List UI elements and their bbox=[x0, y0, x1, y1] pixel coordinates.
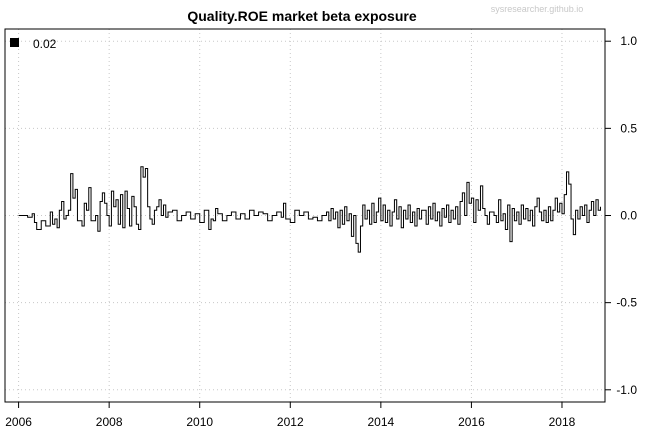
chart-title: Quality.ROE market beta exposure bbox=[187, 8, 416, 24]
x-tick-label: 2018 bbox=[549, 415, 576, 429]
y-tick-label: -1.0 bbox=[616, 383, 637, 397]
legend-swatch bbox=[10, 38, 19, 47]
y-tick-label: 1.0 bbox=[620, 34, 637, 48]
series-line bbox=[18, 166, 601, 253]
y-tick-label: 0.0 bbox=[620, 209, 637, 223]
x-tick-label: 2016 bbox=[458, 415, 485, 429]
legend: 0.02 bbox=[10, 37, 57, 51]
grid bbox=[5, 29, 605, 402]
x-tick-label: 2008 bbox=[96, 415, 123, 429]
x-tick-label: 2010 bbox=[186, 415, 213, 429]
watermark: sysresearcher.github.io bbox=[491, 4, 584, 14]
y-axis: 1.0 0.5 0.0 -0.5 -1.0 bbox=[605, 34, 637, 397]
x-tick-label: 2006 bbox=[5, 415, 32, 429]
legend-label: 0.02 bbox=[33, 37, 57, 51]
x-tick-label: 2014 bbox=[367, 415, 394, 429]
y-tick-label: -0.5 bbox=[616, 296, 637, 310]
x-tick-label: 2012 bbox=[277, 415, 304, 429]
y-tick-label: 0.5 bbox=[620, 121, 637, 135]
series-layer bbox=[18, 166, 601, 253]
x-axis: 2006 2008 2010 2012 2014 2016 2018 bbox=[5, 402, 576, 429]
